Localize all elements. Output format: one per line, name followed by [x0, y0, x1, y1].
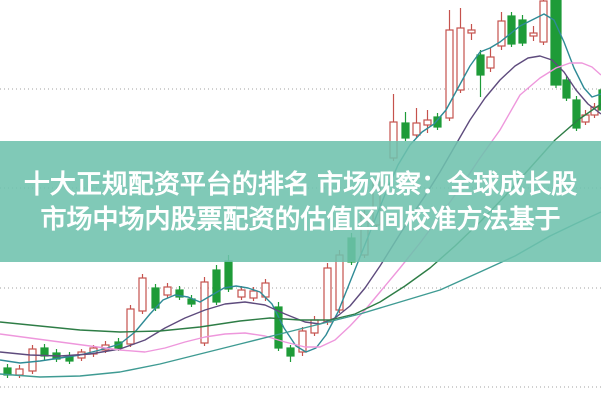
headline-overlay: 十大正规配资平台的排名 市场观察：全球成长股 市场中场内股票配资的估值区间校准方…	[0, 141, 601, 262]
headline-line-1: 十大正规配资平台的排名 市场观察：全球成长股	[23, 169, 578, 199]
ma-line-mid-purple	[0, 55, 601, 357]
ma-line-fast-teal	[0, 13, 601, 364]
headline-line-2: 市场中场内股票配资的估值区间校准方法基于	[40, 204, 561, 234]
ma-line-pink	[0, 62, 601, 353]
